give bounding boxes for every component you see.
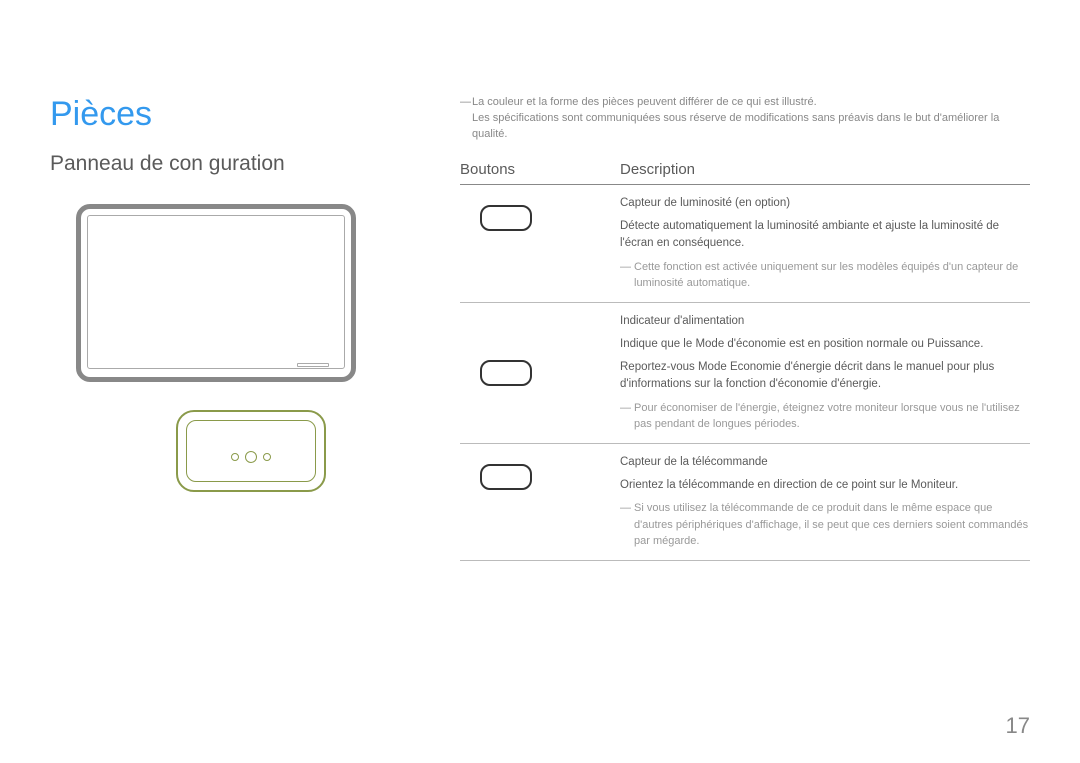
table-row: Indicateur d'alimentation Indique que le… bbox=[460, 303, 1030, 444]
button-outline-icon bbox=[480, 360, 532, 386]
dash-icon: ― bbox=[620, 400, 634, 433]
sensor-dot bbox=[231, 453, 239, 461]
row-note: ― Pour économiser de l'énergie, éteignez… bbox=[620, 400, 1030, 433]
table-row: Capteur de luminosité (en option) Détect… bbox=[460, 185, 1030, 303]
button-icon-cell bbox=[460, 454, 620, 550]
row-body: Détecte automatiquement la luminosité am… bbox=[620, 218, 1030, 253]
sensor-dot bbox=[263, 453, 271, 461]
row-title: Capteur de la télécommande bbox=[620, 454, 1030, 471]
button-outline-icon bbox=[480, 205, 532, 231]
page-number: 17 bbox=[1006, 713, 1030, 739]
right-column: ― La couleur et la forme des pièces peuv… bbox=[450, 95, 1030, 561]
row-note-text: Pour économiser de l'énergie, éteignez v… bbox=[634, 400, 1030, 433]
document-page: Pièces Panneau de con guration ― La coul… bbox=[0, 0, 1080, 561]
section-title: Panneau de con guration bbox=[50, 152, 450, 176]
dash-icon: ― bbox=[620, 500, 634, 550]
monitor-frame bbox=[76, 204, 356, 382]
intro-note: Les spécifications sont communiquées sou… bbox=[460, 111, 1030, 143]
table-header-description: Description bbox=[620, 161, 695, 178]
sensor-dot bbox=[245, 451, 257, 463]
intro-notes: ― La couleur et la forme des pièces peuv… bbox=[460, 95, 1030, 143]
table-row: Capteur de la télécommande Orientez la t… bbox=[460, 444, 1030, 561]
dash-icon: ― bbox=[620, 259, 634, 292]
row-body: Reportez-vous Mode Economie d'énergie dé… bbox=[620, 359, 1030, 394]
row-title: Indicateur d'alimentation bbox=[620, 313, 1030, 330]
intro-note: ― La couleur et la forme des pièces peuv… bbox=[460, 95, 1030, 111]
description-cell: Indicateur d'alimentation Indique que le… bbox=[620, 313, 1030, 433]
row-note: ― Cette fonction est activée uniquement … bbox=[620, 259, 1030, 292]
sensor-dots bbox=[231, 451, 271, 463]
row-title: Capteur de luminosité (en option) bbox=[620, 195, 1030, 212]
button-icon-cell bbox=[460, 195, 620, 292]
chapter-title: Pièces bbox=[50, 95, 450, 134]
row-body: Indique que le Mode d'économie est en po… bbox=[620, 336, 1030, 353]
monitor-brand-mark bbox=[297, 363, 329, 367]
dash-icon: ― bbox=[460, 95, 472, 111]
sensor-panel-inner bbox=[186, 420, 316, 482]
row-note-text: Cette fonction est activée uniquement su… bbox=[634, 259, 1030, 292]
row-note: ― Si vous utilisez la télécommande de ce… bbox=[620, 500, 1030, 550]
description-cell: Capteur de la télécommande Orientez la t… bbox=[620, 454, 1030, 550]
monitor-illustration bbox=[76, 204, 450, 382]
row-note-text: Si vous utilisez la télécommande de ce p… bbox=[634, 500, 1030, 550]
left-column: Pièces Panneau de con guration bbox=[50, 95, 450, 561]
row-body: Orientez la télécommande en direction de… bbox=[620, 477, 1030, 494]
sensor-panel-illustration bbox=[176, 410, 326, 492]
intro-note-text: La couleur et la forme des pièces peuven… bbox=[472, 95, 817, 111]
monitor-screen bbox=[87, 215, 345, 369]
button-icon-cell bbox=[460, 313, 620, 433]
table-header-buttons: Boutons bbox=[460, 161, 620, 178]
description-cell: Capteur de luminosité (en option) Détect… bbox=[620, 195, 1030, 292]
table-header-row: Boutons Description bbox=[460, 161, 1030, 185]
intro-note-text: Les spécifications sont communiquées sou… bbox=[472, 111, 1030, 143]
button-outline-icon bbox=[480, 464, 532, 490]
